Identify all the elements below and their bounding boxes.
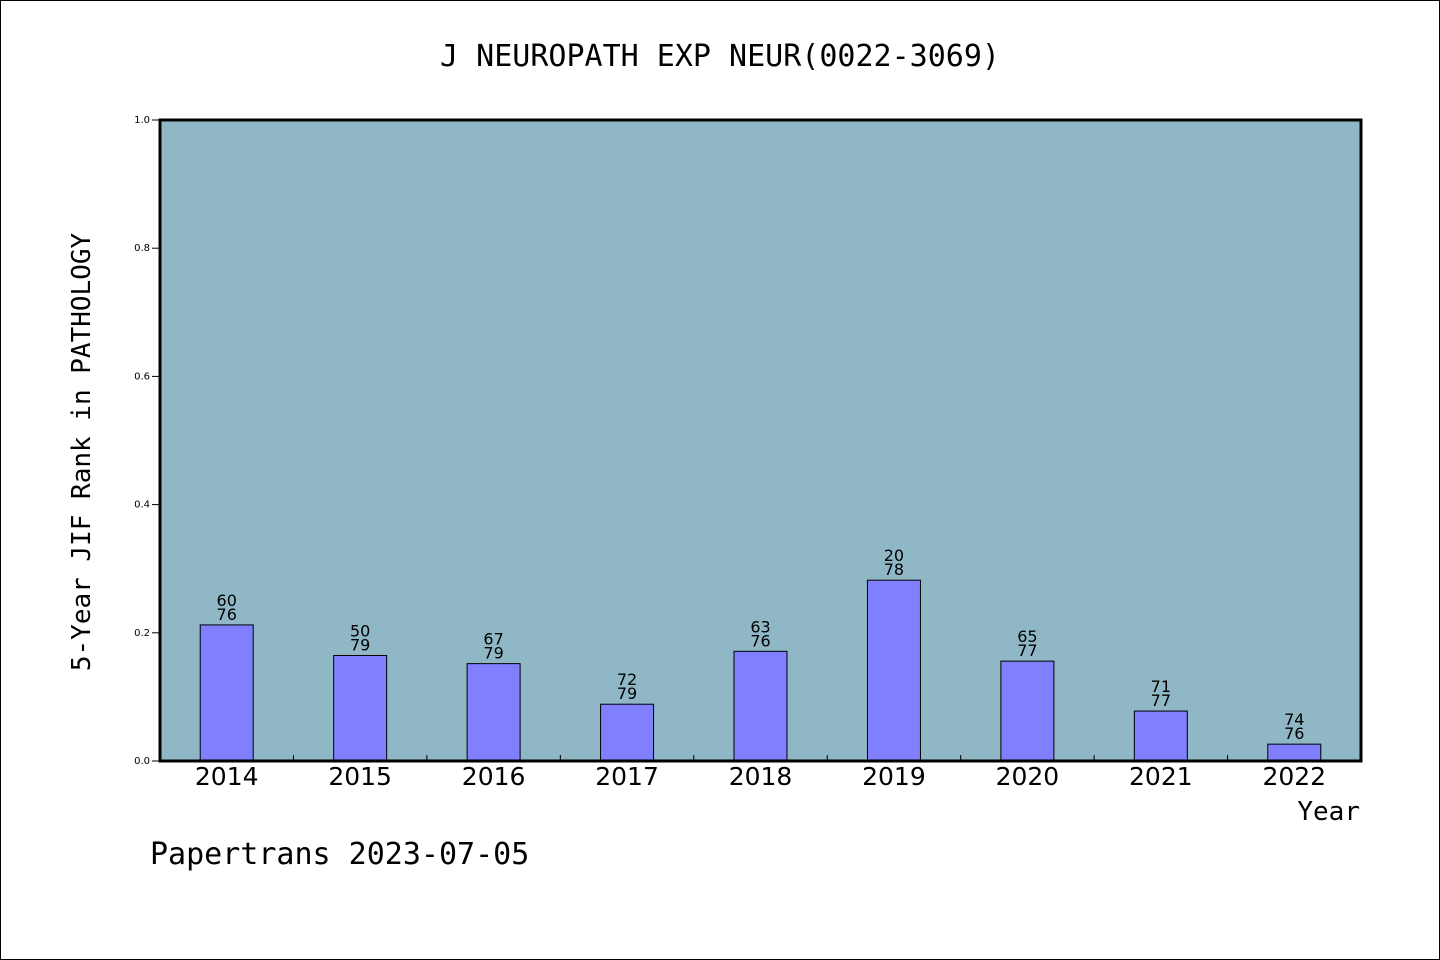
y-axis-label: 5-Year JIF Rank in PATHOLOGY [67,233,97,672]
bar-label-rank: 65 [1017,627,1037,646]
x-tick-label: 2019 [862,762,926,791]
y-tick-label: 0.2 [134,628,150,639]
x-tick-label: 2018 [729,762,793,791]
bar-label-total: 76 [750,631,770,650]
y-tick-label: 0.4 [134,500,150,511]
x-tick-label: 2022 [1262,762,1326,791]
bar-label-total: 78 [884,560,904,579]
bar-label-rank: 71 [1151,677,1171,696]
x-axis-ticks: 2014 2015 2016 2017 2018 2019 2020 2021 2022 [195,755,1326,791]
y-tick-label: 0.8 [134,243,150,254]
bar-label-rank: 67 [483,630,503,649]
bar-label-total: 77 [1151,691,1171,710]
x-tick-label: 2016 [462,762,526,791]
bar-2016 [466,663,521,762]
bar-2018 [733,650,788,762]
x-axis-label: Year [1297,797,1360,827]
bar-label-rank: 63 [750,617,770,636]
bar-2020 [1000,660,1055,762]
bar-label-rank: 50 [350,621,370,640]
bar-label-total: 77 [1017,641,1037,660]
bar-label-rank: 60 [217,591,237,610]
y-tick-label: 0.6 [134,371,150,382]
bar-label-total: 79 [617,684,637,703]
plot-border [158,118,1363,763]
bar-label-rank: 72 [617,670,637,689]
y-axis-ticks: 0.0 0.2 0.4 0.6 0.8 1.0 [134,115,160,767]
x-tick-label: 2017 [595,762,659,791]
x-tick-label: 2014 [195,762,259,791]
bar-label-total: 79 [483,644,503,663]
bar-label-rank: 20 [884,546,904,565]
bar-2017 [600,703,655,762]
y-tick-label: 1.0 [134,115,150,126]
chart-title: J NEUROPATH EXP NEUR(0022-3069) [440,39,1000,74]
bar-label-rank: 74 [1284,710,1304,729]
bar-2015 [333,654,388,762]
y-tick-label: 0.0 [134,756,150,767]
bar-2014 [199,624,254,762]
footer-credit: Papertrans 2023-07-05 [150,837,529,872]
x-tick-label: 2015 [328,762,392,791]
bar-label-total: 76 [1284,724,1304,743]
x-tick-label: 2020 [996,762,1060,791]
bar-label-total: 76 [217,605,237,624]
bar-2021 [1133,710,1188,762]
bars [199,579,1322,762]
bar-label-total: 79 [350,635,370,654]
bar-2022 [1267,743,1322,762]
bar-2019 [866,579,921,762]
x-tick-label: 2021 [1129,762,1193,791]
